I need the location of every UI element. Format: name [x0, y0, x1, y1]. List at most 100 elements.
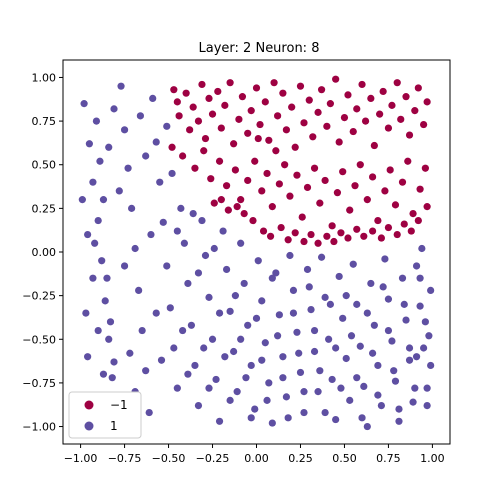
data-point-neg1 — [195, 117, 202, 124]
data-point-pos1 — [82, 309, 89, 316]
data-point-neg1 — [392, 201, 399, 208]
data-point-neg1 — [385, 224, 392, 231]
data-point-neg1 — [170, 86, 177, 93]
data-point-pos1 — [132, 245, 139, 252]
data-point-neg1 — [221, 102, 228, 109]
data-point-pos1 — [422, 318, 429, 325]
data-point-pos1 — [385, 296, 392, 303]
data-point-neg1 — [358, 81, 365, 88]
data-point-pos1 — [399, 275, 406, 282]
data-point-pos1 — [332, 344, 339, 351]
data-point-pos1 — [219, 227, 226, 234]
x-tick-label: −0.50 — [152, 452, 186, 465]
data-point-neg1 — [380, 88, 387, 95]
data-point-pos1 — [205, 294, 212, 301]
data-point-pos1 — [146, 409, 153, 416]
y-tick-label: −0.25 — [22, 290, 56, 303]
data-point-neg1 — [364, 196, 371, 203]
data-point-pos1 — [395, 418, 402, 425]
data-point-pos1 — [300, 388, 307, 395]
data-point-pos1 — [84, 353, 91, 360]
data-point-neg1 — [378, 234, 385, 241]
data-point-neg1 — [387, 166, 394, 173]
data-point-pos1 — [427, 362, 434, 369]
x-tick-label: 0.00 — [244, 452, 269, 465]
data-point-pos1 — [416, 303, 423, 310]
data-point-pos1 — [381, 255, 388, 262]
data-point-pos1 — [337, 385, 344, 392]
data-point-neg1 — [360, 233, 367, 240]
data-point-neg1 — [237, 196, 244, 203]
data-point-pos1 — [332, 416, 339, 423]
chart-title: Layer: 2 Neuron: 8 — [199, 41, 320, 56]
data-point-pos1 — [322, 294, 329, 301]
data-point-neg1 — [297, 83, 304, 90]
data-point-pos1 — [343, 292, 350, 299]
data-point-neg1 — [272, 147, 279, 154]
data-point-pos1 — [327, 301, 334, 308]
data-point-neg1 — [279, 90, 286, 97]
legend: −1 1 — [69, 392, 141, 438]
y-tick-label: 0.75 — [32, 115, 57, 128]
data-point-neg1 — [223, 182, 230, 189]
data-point-neg1 — [322, 177, 329, 184]
data-point-neg1 — [214, 88, 221, 95]
legend-label-neg1: −1 — [110, 398, 128, 412]
data-point-neg1 — [225, 207, 232, 214]
data-point-pos1 — [121, 262, 128, 269]
points-layer — [79, 76, 435, 431]
data-point-pos1 — [167, 304, 174, 311]
data-point-pos1 — [360, 383, 367, 390]
data-point-pos1 — [325, 336, 332, 343]
data-point-pos1 — [139, 327, 146, 334]
data-point-neg1 — [307, 231, 314, 238]
data-point-neg1 — [420, 121, 427, 128]
data-point-pos1 — [279, 353, 286, 360]
data-point-neg1 — [179, 152, 186, 159]
data-point-neg1 — [394, 231, 401, 238]
data-point-neg1 — [234, 203, 241, 210]
data-point-neg1 — [318, 86, 325, 93]
data-point-pos1 — [290, 287, 297, 294]
data-point-neg1 — [255, 135, 262, 142]
data-point-pos1 — [265, 379, 272, 386]
data-point-neg1 — [239, 93, 246, 100]
data-point-pos1 — [371, 322, 378, 329]
data-point-neg1 — [244, 130, 251, 137]
data-point-neg1 — [424, 203, 431, 210]
data-point-pos1 — [248, 362, 255, 369]
data-point-neg1 — [253, 84, 260, 91]
data-point-pos1 — [380, 283, 387, 290]
data-point-neg1 — [329, 222, 336, 229]
data-point-pos1 — [413, 353, 420, 360]
data-point-pos1 — [286, 252, 293, 259]
data-point-neg1 — [200, 147, 207, 154]
data-point-pos1 — [237, 336, 244, 343]
data-point-neg1 — [269, 203, 276, 210]
data-point-pos1 — [198, 217, 205, 224]
data-point-pos1 — [100, 196, 107, 203]
data-point-pos1 — [200, 344, 207, 351]
data-point-neg1 — [334, 189, 341, 196]
data-point-neg1 — [168, 144, 175, 151]
data-point-pos1 — [181, 240, 188, 247]
data-point-pos1 — [109, 374, 116, 381]
data-point-pos1 — [202, 252, 209, 259]
data-point-neg1 — [316, 200, 323, 207]
data-point-neg1 — [344, 234, 351, 241]
data-point-pos1 — [163, 123, 170, 130]
data-point-pos1 — [374, 392, 381, 399]
data-point-pos1 — [297, 369, 304, 376]
data-point-pos1 — [285, 414, 292, 421]
data-point-neg1 — [402, 93, 409, 100]
data-point-pos1 — [343, 355, 350, 362]
data-point-pos1 — [293, 329, 300, 336]
data-point-neg1 — [406, 131, 413, 138]
data-point-pos1 — [385, 327, 392, 334]
data-point-pos1 — [116, 187, 123, 194]
data-point-pos1 — [81, 100, 88, 107]
data-point-pos1 — [295, 350, 302, 357]
data-point-pos1 — [191, 362, 198, 369]
data-point-neg1 — [385, 124, 392, 131]
data-point-pos1 — [205, 385, 212, 392]
